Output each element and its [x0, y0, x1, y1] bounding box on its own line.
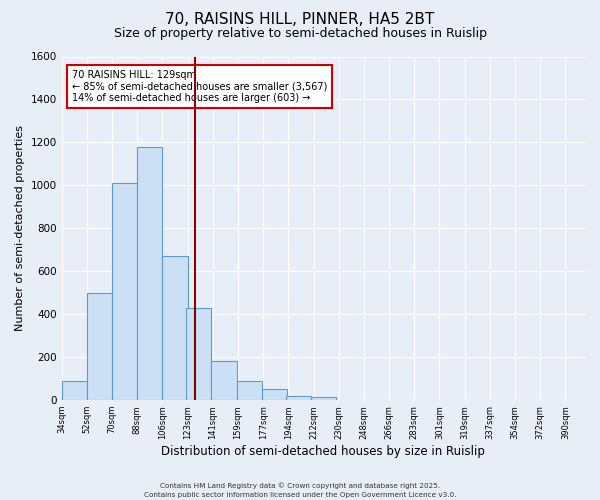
Bar: [211, 362, 236, 400]
Bar: [311, 397, 336, 400]
Y-axis label: Number of semi-detached properties: Number of semi-detached properties: [15, 126, 25, 332]
Text: Contains HM Land Registry data © Crown copyright and database right 2025.: Contains HM Land Registry data © Crown c…: [160, 482, 440, 489]
Bar: [236, 381, 262, 400]
X-axis label: Distribution of semi-detached houses by size in Ruislip: Distribution of semi-detached houses by …: [161, 444, 485, 458]
Text: Contains public sector information licensed under the Open Government Licence v3: Contains public sector information licen…: [144, 492, 456, 498]
Bar: [62, 381, 87, 400]
Bar: [286, 396, 311, 400]
Text: 70, RAISINS HILL, PINNER, HA5 2BT: 70, RAISINS HILL, PINNER, HA5 2BT: [166, 12, 434, 28]
Bar: [112, 183, 137, 400]
Text: 70 RAISINS HILL: 129sqm
← 85% of semi-detached houses are smaller (3,567)
14% of: 70 RAISINS HILL: 129sqm ← 85% of semi-de…: [72, 70, 328, 103]
Bar: [262, 390, 287, 400]
Bar: [163, 256, 188, 400]
Bar: [186, 308, 211, 400]
Bar: [137, 146, 163, 400]
Text: Size of property relative to semi-detached houses in Ruislip: Size of property relative to semi-detach…: [113, 28, 487, 40]
Bar: [87, 292, 112, 400]
